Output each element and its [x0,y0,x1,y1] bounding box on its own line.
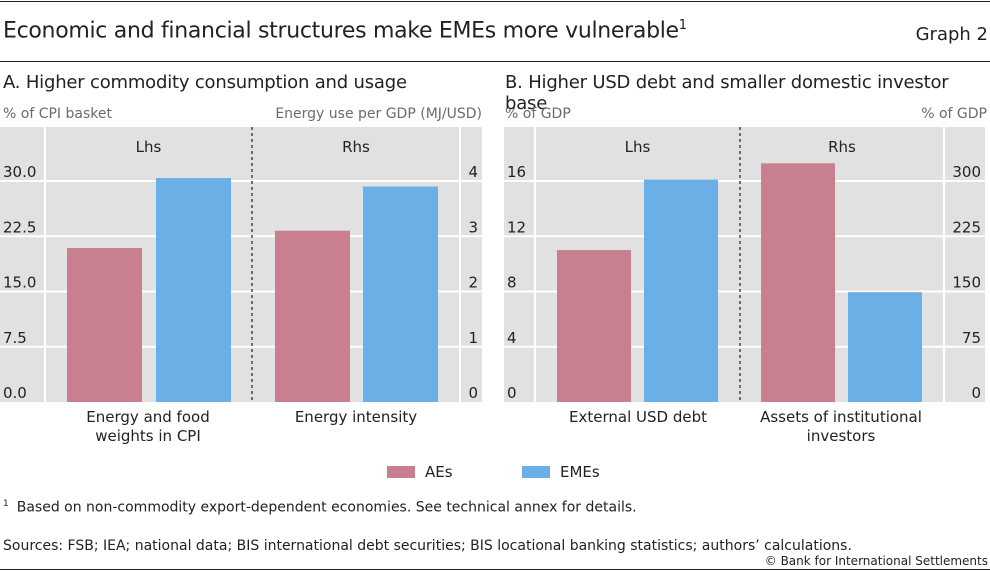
bar-a-2-emes [363,186,438,402]
panel-b-side-label-rhs: Rhs [828,138,856,156]
panel-b-title: B. Higher USD debt and smaller domestic … [505,72,949,114]
sources: Sources: FSB; IEA; national data; BIS in… [3,538,852,554]
panel-b-left-tick-label: 4 [507,329,517,347]
panel-a-side-label-lhs: Lhs [136,138,162,156]
bar-a-2-aes [275,230,350,402]
bar-a-1-aes [67,248,142,402]
copyright: © Bank for International Settlements [764,554,988,568]
panel-b-right-tick-label: 225 [952,218,981,236]
panel-a-category-label: Energy intensity [246,408,466,427]
legend-item-aes: AEs [387,463,453,481]
panel-b-left-axis-label: % of GDP [505,106,571,122]
category-label-line: weights in CPI [95,427,201,445]
panel-b-right-tick-label: 0 [971,384,981,402]
panel-a-title: A. Higher commodity consumption and usag… [3,72,407,93]
panel-b-left-tick-label: 12 [507,218,526,236]
footnote: 1 Based on non-commodity export-dependent… [3,499,637,516]
category-label-line: Energy intensity [294,408,418,426]
panel-a-left-tick-label: 22.5 [3,218,36,236]
graph-number: Graph 2 [915,24,988,45]
title-footnote-marker: 1 [678,18,687,33]
panel-b-left-tick-label: 8 [507,274,517,292]
bar-b-1-aes [557,250,631,402]
panel-a-right-tick-label: 1 [468,329,478,347]
panel-a-left-tick-label: 7.5 [3,329,27,347]
panel-a-category-label: Energy and food weights in CPI [38,408,258,446]
panel-a-left-tick-label: 30.0 [3,163,36,181]
chart-title: Economic and financial structures make E… [3,18,687,44]
panel-b-right-axis-label: % of GDP [921,106,987,122]
legend-item-emes: EMEs [522,463,600,481]
panel-a-right-tick-label: 0 [468,384,478,402]
panel-a-right-tick-label: 4 [468,163,478,181]
category-label-line: External USD debt [569,408,707,426]
panel-a-left-tick-label: 0.0 [3,384,27,402]
bar-b-2-aes [761,163,835,402]
panel-b-category-label: Assets of institutional investors [731,408,951,446]
category-label-line: Assets of institutional [760,408,922,426]
bar-a-1-emes [156,178,231,402]
panel-b-left-tick-label: 16 [507,163,526,181]
panel-a-right-tick-label: 3 [468,218,478,236]
panel-a-right-tick-label: 2 [468,274,478,292]
panel-b-left-tick-label: 0 [507,384,517,402]
category-label-line: Energy and food [86,408,210,426]
bar-b-1-emes [644,179,718,402]
top-rule [0,1,990,2]
bar-b-2-emes [848,292,922,402]
legend-swatch-emes [522,466,550,478]
legend-label-aes: AEs [425,463,453,481]
panel-b-right-tick-label: 75 [962,329,981,347]
panel-a-left-axis-label: % of CPI basket [3,106,112,122]
legend-swatch-aes [387,466,415,478]
legend-label-emes: EMEs [560,463,600,481]
panel-a-right-axis-label: Energy use per GDP (MJ/USD) [275,106,482,122]
panel-b-right-tick-label: 150 [952,274,981,292]
panel-b-side-label-lhs: Lhs [625,138,651,156]
bottom-rule [0,569,990,570]
footnote-marker: 1 [3,499,9,509]
title-rule [0,61,990,62]
panel-b-category-label: External USD debt [528,408,748,427]
footnote-text: Based on non-commodity export-dependent … [16,499,637,516]
panel-a-left-tick-label: 15.0 [3,274,36,292]
category-label-line: investors [806,427,876,445]
panel-a-side-label-rhs: Rhs [342,138,370,156]
panel-b-right-tick-label: 300 [952,163,981,181]
